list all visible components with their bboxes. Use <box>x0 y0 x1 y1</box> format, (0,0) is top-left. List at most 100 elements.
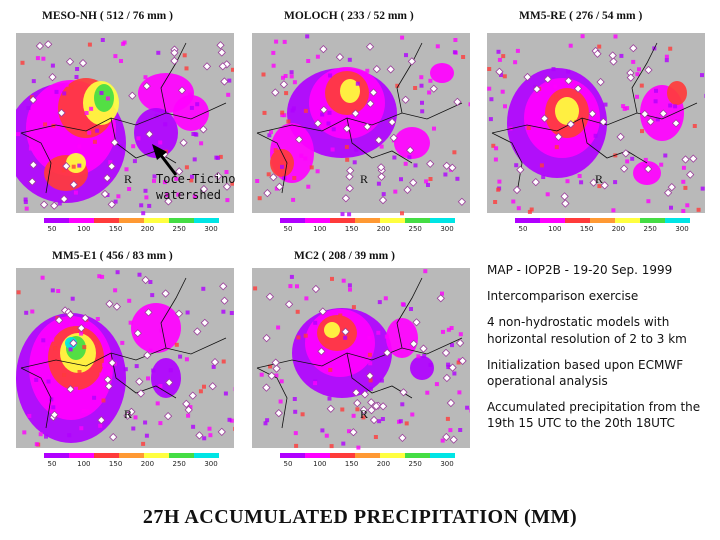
precip-pixel <box>400 402 405 407</box>
precip-pixel <box>85 409 90 414</box>
precip-pixel <box>384 334 389 339</box>
precip-pixel <box>622 106 627 111</box>
map-label-r: R <box>124 172 132 186</box>
precip-pixel <box>329 444 334 449</box>
station-marker <box>644 65 653 75</box>
precip-pixel <box>554 94 559 99</box>
station-marker <box>216 41 225 50</box>
precip-pixel <box>631 59 636 64</box>
precip-pixel <box>141 211 146 216</box>
precip-pixel <box>202 384 206 389</box>
station-marker <box>319 44 328 54</box>
station-marker <box>57 108 66 118</box>
station-marker <box>267 371 276 380</box>
country-borders <box>491 42 698 194</box>
station-marker <box>458 356 467 366</box>
station-marker <box>175 167 184 176</box>
station-marker <box>365 371 375 381</box>
station-marker <box>448 363 457 372</box>
precip-pixel <box>458 332 463 337</box>
station-marker <box>608 51 617 60</box>
precip-pixel <box>265 418 270 423</box>
precip-pixel <box>367 335 372 340</box>
precip-pixel <box>646 199 651 204</box>
precip-pixel <box>435 44 440 49</box>
border-line <box>346 117 413 164</box>
precip-pixel <box>192 157 197 162</box>
station-marker <box>218 62 227 71</box>
border-line <box>160 277 187 349</box>
note-campaign: MAP - IOP2B - 19-20 Sep. 1999 <box>487 263 673 277</box>
precip-pixel <box>174 342 179 347</box>
station-marker <box>311 284 321 294</box>
station-marker <box>217 427 226 437</box>
station-marker <box>386 65 395 74</box>
map-label-r: R <box>595 172 603 186</box>
station-marker <box>54 316 64 325</box>
station-marker <box>523 72 532 82</box>
border-line <box>20 337 227 369</box>
precip-pixel <box>34 377 39 382</box>
station-marker <box>62 161 71 171</box>
station-marker <box>377 172 386 181</box>
precip-pixel <box>434 382 439 387</box>
precip-pixel <box>392 155 397 160</box>
precip-pixel <box>635 72 640 77</box>
precip-pixel <box>368 361 373 366</box>
precip-pixel <box>92 139 97 144</box>
precip-pixel <box>230 181 234 186</box>
precip-pixel <box>541 175 546 179</box>
precip-pixel <box>341 278 346 283</box>
colorbar-segment <box>665 218 690 223</box>
country-borders <box>256 277 463 429</box>
precip-pixel <box>426 183 430 187</box>
precip-pixel <box>141 441 146 446</box>
station-marker <box>436 294 445 303</box>
precip-pixel <box>292 80 297 85</box>
colorbar-segment <box>144 218 169 223</box>
station-marker <box>512 185 522 195</box>
precip-pixel <box>654 88 658 93</box>
station-marker <box>213 171 223 181</box>
station-marker <box>564 76 573 85</box>
precip-pixel <box>61 168 66 173</box>
precip-pixel <box>448 428 453 433</box>
precip-pixel <box>361 415 366 420</box>
main-title: 27H ACCUMULATED PRECIPITATION (MM) <box>142 506 578 528</box>
precip-pixel <box>503 104 507 109</box>
precip-pixel <box>68 322 73 327</box>
precip-pixel <box>152 178 156 183</box>
station-marker <box>609 57 618 66</box>
precip-pixel <box>98 423 103 428</box>
precip-pixel <box>158 421 163 426</box>
precip-pixel <box>274 39 279 44</box>
precip-pixel <box>89 106 94 111</box>
station-marker <box>543 75 552 84</box>
precip-pixel <box>79 331 84 336</box>
station-marker <box>442 432 451 442</box>
precip-pixel <box>34 442 39 447</box>
precipitation-field <box>255 34 470 217</box>
border-line <box>346 352 413 399</box>
precip-pixel <box>271 50 276 55</box>
precip-pixel <box>453 38 458 42</box>
precip-pixel <box>73 190 78 195</box>
border-line <box>256 132 288 194</box>
colorbar-tick-label: 100 <box>548 225 561 233</box>
precip-pixel <box>22 430 27 435</box>
precipitation-map-mm5-e1: R 50 100 150 200 250 300 <box>16 268 234 468</box>
precip-pixel <box>289 70 294 75</box>
station-marker <box>179 138 188 147</box>
precip-pixel <box>64 82 69 87</box>
colorbar-tick-label: 100 <box>313 225 326 233</box>
precip-pixel <box>419 75 424 80</box>
station-marker <box>107 200 116 209</box>
precip-pixel <box>128 320 133 325</box>
station-marker <box>600 181 609 190</box>
precip-pixel <box>174 176 179 181</box>
station-marker <box>457 197 467 206</box>
station-marker <box>66 385 75 394</box>
station-marker <box>442 373 452 383</box>
station-marker <box>351 388 361 397</box>
station-marker <box>77 323 86 333</box>
